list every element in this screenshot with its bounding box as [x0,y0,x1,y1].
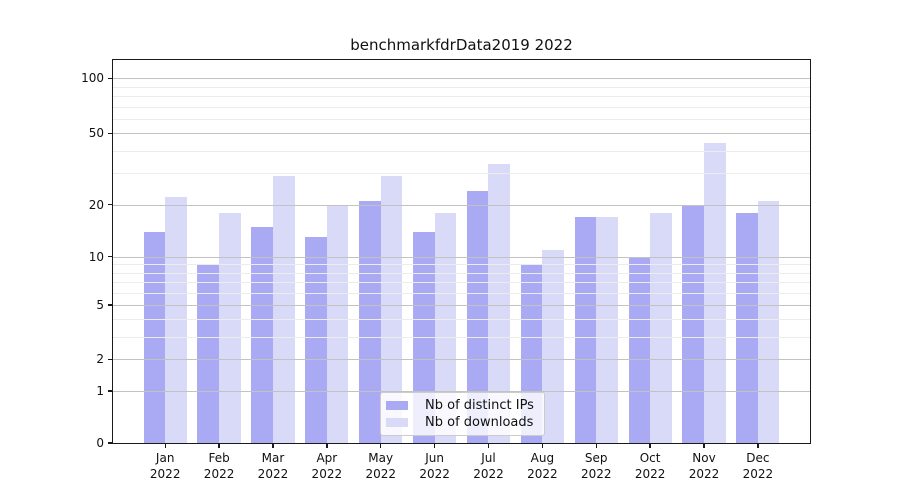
legend-label-downloads: Nb of downloads [425,415,534,431]
x-tick-mark [380,443,382,448]
y-tick-label: 20 [88,197,104,212]
x-tick-mark [164,443,166,448]
plot-area [112,59,811,444]
gridline-minor [113,272,810,274]
bars-layer [113,60,810,443]
x-tick-mark [541,443,544,448]
legend-label-distinct-ips: Nb of distinct IPs [425,397,534,413]
x-tick-label: Jul 2022 [473,451,504,481]
y-tick-label: 2 [96,352,104,367]
gridline-major [113,359,810,361]
gridline-minor [113,264,810,266]
chart-title: benchmarkfdrData2019 2022 [350,36,573,54]
x-tick-mark [595,443,597,448]
y-tick-mark [108,358,113,361]
bar-downloads [757,200,780,443]
gridline-minor [113,96,810,98]
grid-layer [113,60,810,443]
gridline-major [113,78,810,80]
bar-distinct-ips [628,256,651,443]
x-tick-mark [218,443,220,448]
y-tick-label: 100 [81,71,104,86]
x-tick-label: Dec 2022 [742,451,774,481]
bar-downloads [219,212,241,443]
bar-distinct-ips [736,212,758,443]
bar-downloads [596,217,618,443]
bar-downloads [434,212,457,443]
x-tick-label: Nov 2022 [688,451,720,481]
x-tick-mark [326,443,328,448]
y-tick-label: 5 [96,297,104,312]
gridline-minor [113,86,810,88]
x-tick-mark [272,443,274,448]
bar-distinct-ips [466,190,489,443]
gridline-minor [113,319,810,321]
gridline-major [113,133,810,135]
y-tick-label: 10 [88,249,104,264]
bar-distinct-ips [574,217,597,443]
y-tick-mark [108,390,113,392]
gridline-major [113,256,810,258]
bar-distinct-ips [197,264,220,443]
gridline-minor [113,292,810,294]
gridline-minor [113,106,810,108]
y-tick-mark [108,77,113,79]
legend-item-downloads: Nb of downloads [386,415,536,430]
y-tick-mark [108,204,113,206]
gridline-major [113,390,810,392]
gridline-minor [113,336,810,338]
x-tick-mark [649,443,651,448]
bar-distinct-ips [359,200,381,443]
y-tick-label: 1 [96,383,104,398]
legend-swatch-downloads [386,418,408,428]
gridline-major [113,304,810,306]
bar-downloads [380,176,403,443]
x-tick-mark [433,443,436,448]
y-tick-mark [108,132,113,135]
x-tick-mark [757,443,759,448]
y-tick-mark [108,442,113,444]
bar-downloads [650,212,672,443]
y-tick-mark [108,255,113,258]
y-tick-label: 0 [96,436,104,450]
gridline-minor [113,118,810,120]
x-tick-label: Jun 2022 [419,451,450,481]
legend-swatch-distinct-ips [386,400,408,410]
y-tick-mark [108,304,113,306]
x-tick-mark [487,443,490,448]
x-tick-label: Jan 2022 [149,451,181,481]
bar-downloads [272,176,295,443]
x-tick-label: Mar 2022 [257,451,289,481]
bar-downloads [488,163,511,443]
gridline-minor [113,150,810,152]
x-tick-label: Apr 2022 [311,451,343,481]
gridline-minor [113,281,810,283]
x-tick-mark [703,443,705,448]
bar-downloads [542,249,564,443]
y-tick-label: 50 [88,126,104,141]
x-tick-label: Aug 2022 [527,451,558,481]
x-tick-label: Oct 2022 [634,451,666,481]
gridline-major [113,204,810,206]
legend-item-distinct-ips: Nb of distinct IPs [386,398,536,413]
x-tick-label: Sep 2022 [580,451,612,481]
legend: Nb of distinct IPs Nb of downloads [380,392,545,436]
gridline-minor [113,173,810,175]
x-tick-label: Feb 2022 [203,451,235,481]
x-tick-label: May 2022 [365,451,396,481]
bar-distinct-ips [251,226,273,443]
